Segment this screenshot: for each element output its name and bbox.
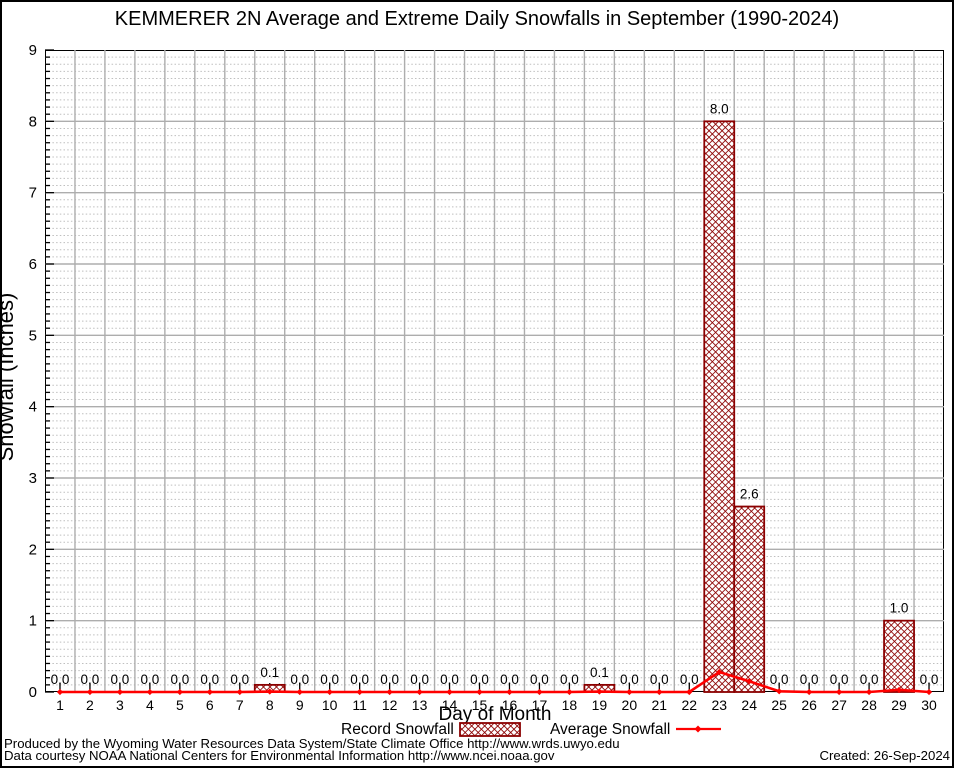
svg-text:5: 5 [176,697,184,713]
svg-text:0.0: 0.0 [200,672,219,687]
svg-text:29: 29 [891,697,907,713]
svg-text:0.0: 0.0 [500,672,519,687]
svg-text:13: 13 [412,697,428,713]
svg-text:0.0: 0.0 [650,672,669,687]
svg-text:1.0: 1.0 [890,601,909,616]
svg-text:10: 10 [322,697,338,713]
svg-text:Snowfall (Inches): Snowfall (Inches) [0,293,18,462]
svg-text:Created: 26-Sep-2024: Created: 26-Sep-2024 [820,748,951,763]
svg-text:26: 26 [801,697,817,713]
svg-text:2: 2 [29,541,37,558]
svg-text:11: 11 [352,697,367,713]
svg-text:12: 12 [382,697,398,713]
svg-text:1: 1 [29,613,37,630]
svg-text:0.0: 0.0 [470,672,489,687]
svg-text:27: 27 [831,697,847,713]
svg-text:4: 4 [29,399,37,416]
svg-text:6: 6 [29,256,37,273]
svg-text:3: 3 [116,697,124,713]
svg-text:0.0: 0.0 [620,672,639,687]
svg-text:0.0: 0.0 [920,672,939,687]
svg-text:0.0: 0.0 [290,672,309,687]
svg-text:20: 20 [622,697,638,713]
svg-text:0.0: 0.0 [320,672,339,687]
svg-text:21: 21 [652,697,668,713]
svg-text:9: 9 [29,42,37,59]
svg-text:0.0: 0.0 [170,672,189,687]
svg-text:0.0: 0.0 [140,672,159,687]
svg-text:8: 8 [266,697,274,713]
svg-text:0.0: 0.0 [440,672,459,687]
svg-text:0.0: 0.0 [530,672,549,687]
svg-text:0.0: 0.0 [860,672,879,687]
svg-text:2.6: 2.6 [740,487,759,502]
svg-text:3: 3 [29,470,37,487]
svg-text:23: 23 [711,697,727,713]
svg-text:7: 7 [236,697,244,713]
svg-text:19: 19 [592,697,608,713]
svg-text:24: 24 [741,697,757,713]
svg-text:0.1: 0.1 [590,665,609,680]
svg-text:0.0: 0.0 [410,672,429,687]
svg-text:7: 7 [29,185,37,202]
svg-text:Day of Month: Day of Month [439,704,552,725]
svg-text:6: 6 [206,697,214,713]
svg-text:1: 1 [56,697,64,713]
svg-text:0.1: 0.1 [260,665,279,680]
svg-text:28: 28 [861,697,877,713]
svg-text:0.0: 0.0 [111,672,130,687]
svg-text:8: 8 [29,113,37,130]
svg-text:0.0: 0.0 [81,672,100,687]
svg-text:0.0: 0.0 [230,672,249,687]
svg-text:0.0: 0.0 [770,672,789,687]
svg-text:2: 2 [86,697,94,713]
svg-text:30: 30 [921,697,937,713]
svg-text:18: 18 [562,697,578,713]
svg-text:8.0: 8.0 [710,101,729,116]
svg-text:0.0: 0.0 [380,672,399,687]
svg-text:0: 0 [29,684,37,701]
svg-text:0.0: 0.0 [51,672,70,687]
svg-text:0.0: 0.0 [560,672,579,687]
svg-text:0.0: 0.0 [350,672,369,687]
svg-text:4: 4 [146,697,154,713]
svg-text:5: 5 [29,327,37,344]
svg-text:0.0: 0.0 [830,672,849,687]
svg-text:25: 25 [771,697,787,713]
svg-text:0.0: 0.0 [800,672,819,687]
svg-text:0.0: 0.0 [680,672,699,687]
svg-text:22: 22 [681,697,697,713]
svg-text:9: 9 [296,697,304,713]
svg-text:Data courtesy NOAA National Ce: Data courtesy NOAA National Centers for … [4,748,555,763]
